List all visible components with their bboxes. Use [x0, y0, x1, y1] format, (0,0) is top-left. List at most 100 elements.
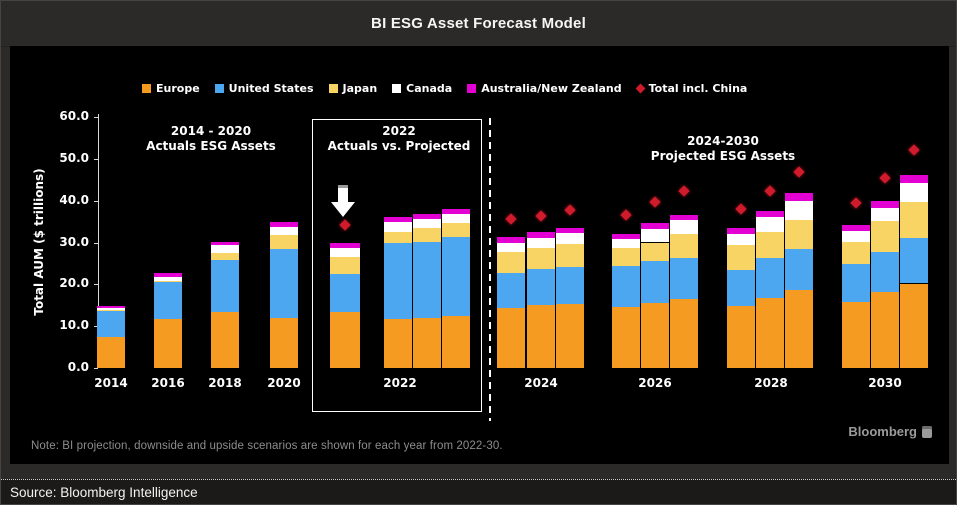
bar-segment-2014-actual-europe	[97, 337, 125, 368]
swatch-icon	[392, 84, 402, 93]
bar-segment-2022-upside-australia-new-zealand	[442, 209, 470, 215]
section-subtitle: Actuals vs. Projected	[327, 139, 471, 153]
bar-segment-2020-actual-australia-new-zealand	[270, 221, 298, 227]
total-incl-china-diamond-2030-base	[879, 172, 891, 184]
bar-segment-2024-base-united-states	[527, 268, 555, 306]
source-bar: Source: Bloomberg Intelligence	[1, 479, 956, 504]
footnote: Note: BI projection, downside and upside…	[31, 440, 503, 452]
bar-segment-2014-actual-japan	[97, 310, 125, 312]
bar-segment-2022-downside-australia-new-zealand	[384, 217, 412, 223]
legend-item-europe: Europe	[142, 82, 200, 95]
source-text: Source: Bloomberg Intelligence	[10, 484, 198, 500]
swatch-icon	[214, 84, 224, 93]
bar-segment-2028-downside-canada	[727, 234, 755, 246]
total-incl-china-diamond-2024-upside	[564, 204, 576, 216]
bar-segment-2026-downside-australia-new-zealand	[612, 233, 640, 240]
bar-segment-2028-upside-united-states	[785, 248, 813, 291]
bar-segment-2022-actual-canada	[330, 248, 360, 258]
y-tick-mark	[94, 368, 98, 369]
legend-label: Australia/New Zealand	[481, 82, 622, 95]
bar-segment-2028-base-united-states	[756, 258, 784, 298]
y-tick-text: 50.0	[59, 150, 89, 165]
bar-segment-2028-upside-japan	[785, 219, 813, 249]
bar-segment-2026-downside-japan	[612, 247, 640, 266]
total-incl-china-diamond-2028-base	[764, 185, 776, 198]
bar-segment-2030-base-europe	[871, 292, 899, 368]
bar-segment-2030-upside-europe	[900, 283, 928, 368]
bar-segment-2022-upside-canada	[442, 214, 470, 224]
y-tick-mark	[94, 326, 98, 328]
total-incl-china-diamond-2028-downside	[735, 203, 747, 215]
bar-segment-2016-actual-europe	[154, 318, 182, 368]
section-subtitle: Projected ESG Assets	[650, 149, 796, 163]
total-incl-china-diamond-2026-upside	[678, 185, 690, 198]
y-tick-mark	[94, 284, 98, 286]
bar-segment-2028-base-japan	[756, 231, 784, 259]
y-tick-text: 0.0	[67, 360, 89, 374]
bar-segment-2022-upside-europe	[442, 316, 470, 368]
bar-segment-2028-base-europe	[756, 297, 784, 368]
bar-segment-2022-actual-japan	[330, 257, 360, 275]
x-tick-label-2016: 2016	[151, 376, 185, 390]
bar-segment-2026-upside-united-states	[670, 258, 698, 300]
total-incl-china-diamond-2024-downside	[505, 213, 517, 225]
diamond-marker-icon	[635, 83, 646, 94]
bloomberg-terminal-icon	[922, 425, 932, 438]
bar-segment-2026-base-japan	[641, 242, 669, 261]
bar-segment-2030-downside-europe	[842, 301, 870, 368]
bar-segment-2014-actual-united-states	[97, 311, 125, 338]
bar-segment-2024-upside-europe	[556, 304, 584, 368]
x-tick-label-2024: 2024	[524, 376, 558, 390]
bar-segment-2024-downside-japan	[497, 252, 525, 273]
legend-label: Japan	[342, 82, 378, 95]
y-tick-mark	[94, 200, 98, 202]
page-title: BI ESG Asset Forecast Model	[371, 15, 586, 32]
bar-segment-2024-upside-united-states	[556, 266, 584, 304]
swatch-icon	[142, 84, 151, 93]
swatch-icon	[328, 84, 338, 93]
bar-segment-2026-downside-united-states	[612, 265, 640, 307]
bar-segment-2022-base-canada	[413, 219, 441, 229]
bar-segment-2028-downside-europe	[727, 305, 755, 368]
chart-panel: Europe United States Japan Canada Australia/…	[10, 46, 949, 464]
bar-segment-2018-actual-europe	[211, 311, 239, 368]
legend-item-united-states: United States	[214, 82, 314, 95]
bar-segment-2022-actual-europe	[330, 311, 360, 368]
total-incl-china-diamond-2024-base	[535, 210, 547, 222]
bar-segment-2022-downside-canada	[384, 222, 412, 232]
bar-segment-2028-upside-canada	[785, 200, 813, 220]
bar-segment-2030-downside-canada	[842, 230, 870, 242]
y-tick-text: 10.0	[59, 318, 89, 333]
bar-segment-2028-base-australia-new-zealand	[756, 210, 784, 218]
bloomberg-logo: Bloomberg	[848, 424, 932, 439]
bar-segment-2030-upside-united-states	[900, 238, 928, 284]
bar-segment-2018-actual-japan	[211, 252, 239, 261]
bar-segment-2030-downside-united-states	[842, 264, 870, 302]
legend-item-australia-new-zealand: Australia/New Zealand	[467, 82, 622, 95]
bar-segment-2020-actual-united-states	[270, 248, 298, 318]
bar-segment-2030-base-australia-new-zealand	[871, 200, 899, 209]
total-incl-china-diamond-2026-downside	[620, 209, 632, 221]
bar-segment-2022-base-europe	[413, 317, 441, 368]
section-title: 2022	[382, 124, 416, 138]
bar-segment-2016-actual-australia-new-zealand	[154, 273, 182, 278]
legend-item-total-incl-china: Total incl. China	[635, 82, 747, 95]
section-title: 2014 - 2020	[170, 124, 252, 138]
bar-segment-2020-actual-japan	[270, 234, 298, 249]
y-tick-text: 20.0	[59, 276, 89, 291]
bar-segment-2022-upside-united-states	[442, 237, 470, 317]
swatch-icon	[467, 84, 477, 93]
legend-label: Europe	[156, 82, 200, 95]
bar-segment-2026-base-united-states	[641, 260, 669, 303]
bar-segment-2024-base-australia-new-zealand	[527, 232, 555, 239]
y-axis-line	[98, 114, 99, 368]
section-subtitle: Actuals ESG Assets	[146, 139, 276, 153]
bar-segment-2030-upside-canada	[900, 183, 928, 202]
bar-segment-2026-upside-australia-new-zealand	[670, 214, 698, 221]
y-tick-mark	[94, 242, 98, 244]
bar-segment-2014-actual-canada	[97, 307, 125, 311]
bar-segment-2026-upside-europe	[670, 299, 698, 368]
bar-segment-2030-downside-japan	[842, 241, 870, 265]
y-tick-text: 60.0	[59, 109, 89, 124]
bar-segment-2016-actual-canada	[154, 277, 182, 281]
